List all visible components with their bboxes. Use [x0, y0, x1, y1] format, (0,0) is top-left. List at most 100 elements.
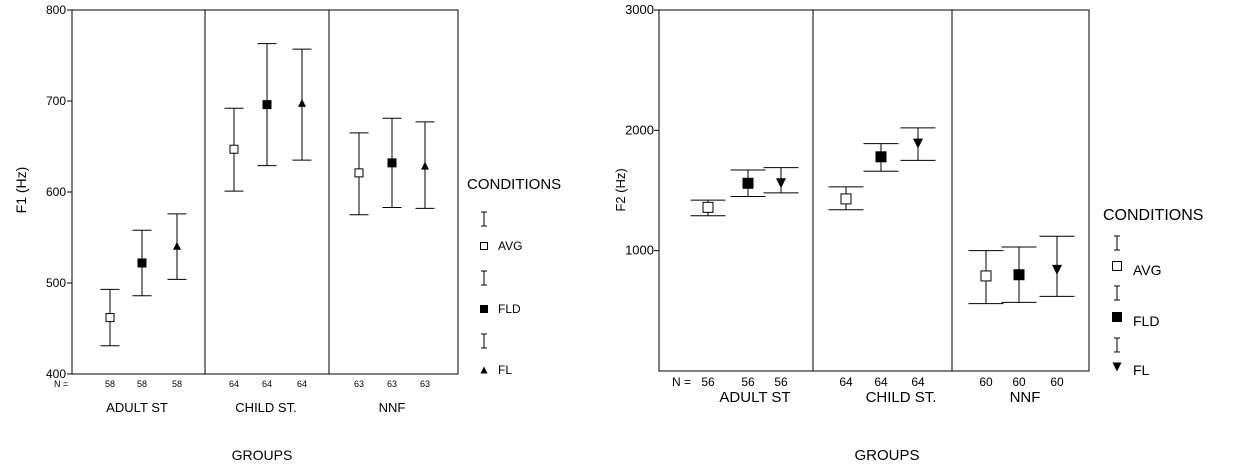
f2-plot-frame — [658, 9, 1090, 372]
f1-errorbar-fld — [257, 43, 277, 167]
f1-n-count: 58 — [172, 379, 182, 389]
f1-y-tick-label: 700 — [46, 94, 66, 108]
legend-errorbar-icon — [1114, 337, 1120, 353]
mean-marker-avg — [354, 168, 364, 178]
legend-marker-fld — [480, 305, 488, 313]
mean-marker-avg — [840, 193, 852, 205]
legend-label-fl: FL — [498, 363, 512, 377]
legend-label-fld: FLD — [498, 302, 521, 316]
mean-marker-fl — [173, 241, 181, 250]
f2-group-label: ADULT ST — [719, 389, 790, 406]
mean-marker-avg — [105, 313, 115, 323]
mean-marker-avg — [702, 201, 714, 213]
f2-errorbar-fld — [1001, 246, 1037, 303]
mean-marker-fl — [421, 161, 429, 170]
f2-n-count: 56 — [741, 375, 755, 389]
legend-marker-avg — [480, 242, 488, 250]
f2-errorbar-fld — [730, 169, 766, 198]
f2-n-count: 64 — [839, 375, 853, 389]
f2-group-label: NNF — [1010, 389, 1041, 406]
legend-label-fld: FLD — [1133, 313, 1159, 329]
f1-errorbar-avg — [100, 288, 120, 347]
f2-y-tick-label: 3000 — [625, 2, 654, 17]
legend-title: CONDITIONS — [467, 176, 561, 193]
f1-chart: 400 500 600 700 800 F1 (Hz) GROUPS N = ADULT ST C… — [13, 3, 561, 463]
f2-errorbar-avg — [968, 250, 1004, 305]
f2-n-count: 64 — [911, 375, 925, 389]
f1-y-axis-label: F1 (Hz) — [13, 167, 29, 214]
mean-marker-avg — [229, 144, 239, 154]
legend-label-avg: AVG — [1133, 262, 1162, 278]
f1-n-count: 58 — [137, 379, 147, 389]
f1-errorbar-avg — [349, 132, 369, 216]
legend-marker-fld — [1112, 312, 1122, 322]
f1-n-count: 64 — [297, 379, 307, 389]
f2-y-tick-label: 2000 — [625, 122, 654, 137]
legend-title: CONDITIONS — [1103, 207, 1203, 224]
f2-y-tick-label: 1000 — [625, 243, 654, 258]
f1-errorbar-avg — [224, 107, 244, 192]
legend-marker-fl — [480, 366, 488, 374]
f1-n-count: 58 — [105, 379, 115, 389]
f2-n-count: 64 — [874, 375, 888, 389]
mean-marker-fld — [137, 258, 147, 268]
f1-y-tick-label: 600 — [46, 185, 66, 199]
f2-errorbar-fl — [900, 127, 936, 161]
f2-x-axis-label: GROUPS — [854, 447, 919, 464]
f2-n-count: 56 — [774, 375, 788, 389]
f1-errorbar-fl — [415, 121, 435, 209]
legend-errorbar-icon — [1114, 235, 1120, 251]
f2-chart: 1000 2000 3000 F2 (Hz) GROUPS N = ADULT ST CHIL… — [613, 2, 1203, 464]
mean-marker-fld — [742, 177, 754, 189]
f1-n-count: 64 — [262, 379, 272, 389]
mean-marker-fl — [1052, 264, 1062, 275]
f1-y-tick-label: 400 — [46, 367, 66, 381]
mean-marker-fl — [776, 178, 786, 189]
f2-errorbar-fld — [863, 143, 899, 172]
mean-marker-fld — [875, 151, 887, 163]
legend-errorbar-icon — [1114, 285, 1120, 301]
legend-label-fl: FL — [1133, 362, 1150, 378]
f1-n-label: N = — [54, 379, 68, 389]
legend-marker-avg — [1112, 261, 1122, 271]
f2-legend: CONDITIONS AVG FLD FL — [1103, 207, 1203, 378]
f1-errorbar-fl — [292, 48, 312, 161]
legend-errorbar-icon — [481, 211, 487, 227]
f1-n-count: 63 — [420, 379, 430, 389]
f2-y-axis-label: F2 (Hz) — [613, 168, 628, 211]
mean-marker-fl — [298, 98, 306, 107]
mean-marker-fld — [1013, 269, 1025, 281]
f1-group-label: ADULT ST — [106, 400, 168, 415]
f2-n-count: 56 — [701, 375, 715, 389]
f1-errorbar-fl — [167, 213, 187, 280]
f2-n-count: 60 — [979, 375, 993, 389]
f1-errorbar-fld — [382, 117, 402, 208]
f1-y-tick-label: 500 — [46, 276, 66, 290]
mean-marker-fl — [913, 138, 923, 149]
f1-n-count: 64 — [229, 379, 239, 389]
legend-label-avg: AVG — [498, 239, 522, 253]
f2-errorbar-fl — [1039, 235, 1075, 297]
mean-marker-avg — [980, 270, 992, 282]
f1-n-count: 63 — [354, 379, 364, 389]
f1-x-axis-label: GROUPS — [232, 447, 293, 463]
f1-legend: CONDITIONS AVG FLD FL — [467, 176, 561, 377]
legend-marker-fl — [1112, 362, 1122, 372]
f1-n-count: 63 — [387, 379, 397, 389]
f2-n-count: 60 — [1050, 375, 1064, 389]
f1-errorbar-fld — [132, 229, 152, 297]
f2-n-label: N = — [672, 375, 691, 389]
f1-y-tick-label: 800 — [46, 3, 66, 17]
f1-plot-frame — [71, 9, 459, 375]
f2-errorbar-avg — [828, 186, 864, 211]
f1-group-label: NNF — [379, 400, 406, 415]
f2-group-label: CHILD ST. — [866, 389, 937, 406]
f2-errorbar-avg — [690, 199, 726, 217]
f1-group-label: CHILD ST. — [235, 400, 296, 415]
f2-n-count: 60 — [1012, 375, 1026, 389]
mean-marker-fld — [387, 158, 397, 168]
legend-errorbar-icon — [481, 270, 487, 286]
legend-errorbar-icon — [481, 333, 487, 349]
f2-errorbar-fl — [763, 167, 799, 194]
